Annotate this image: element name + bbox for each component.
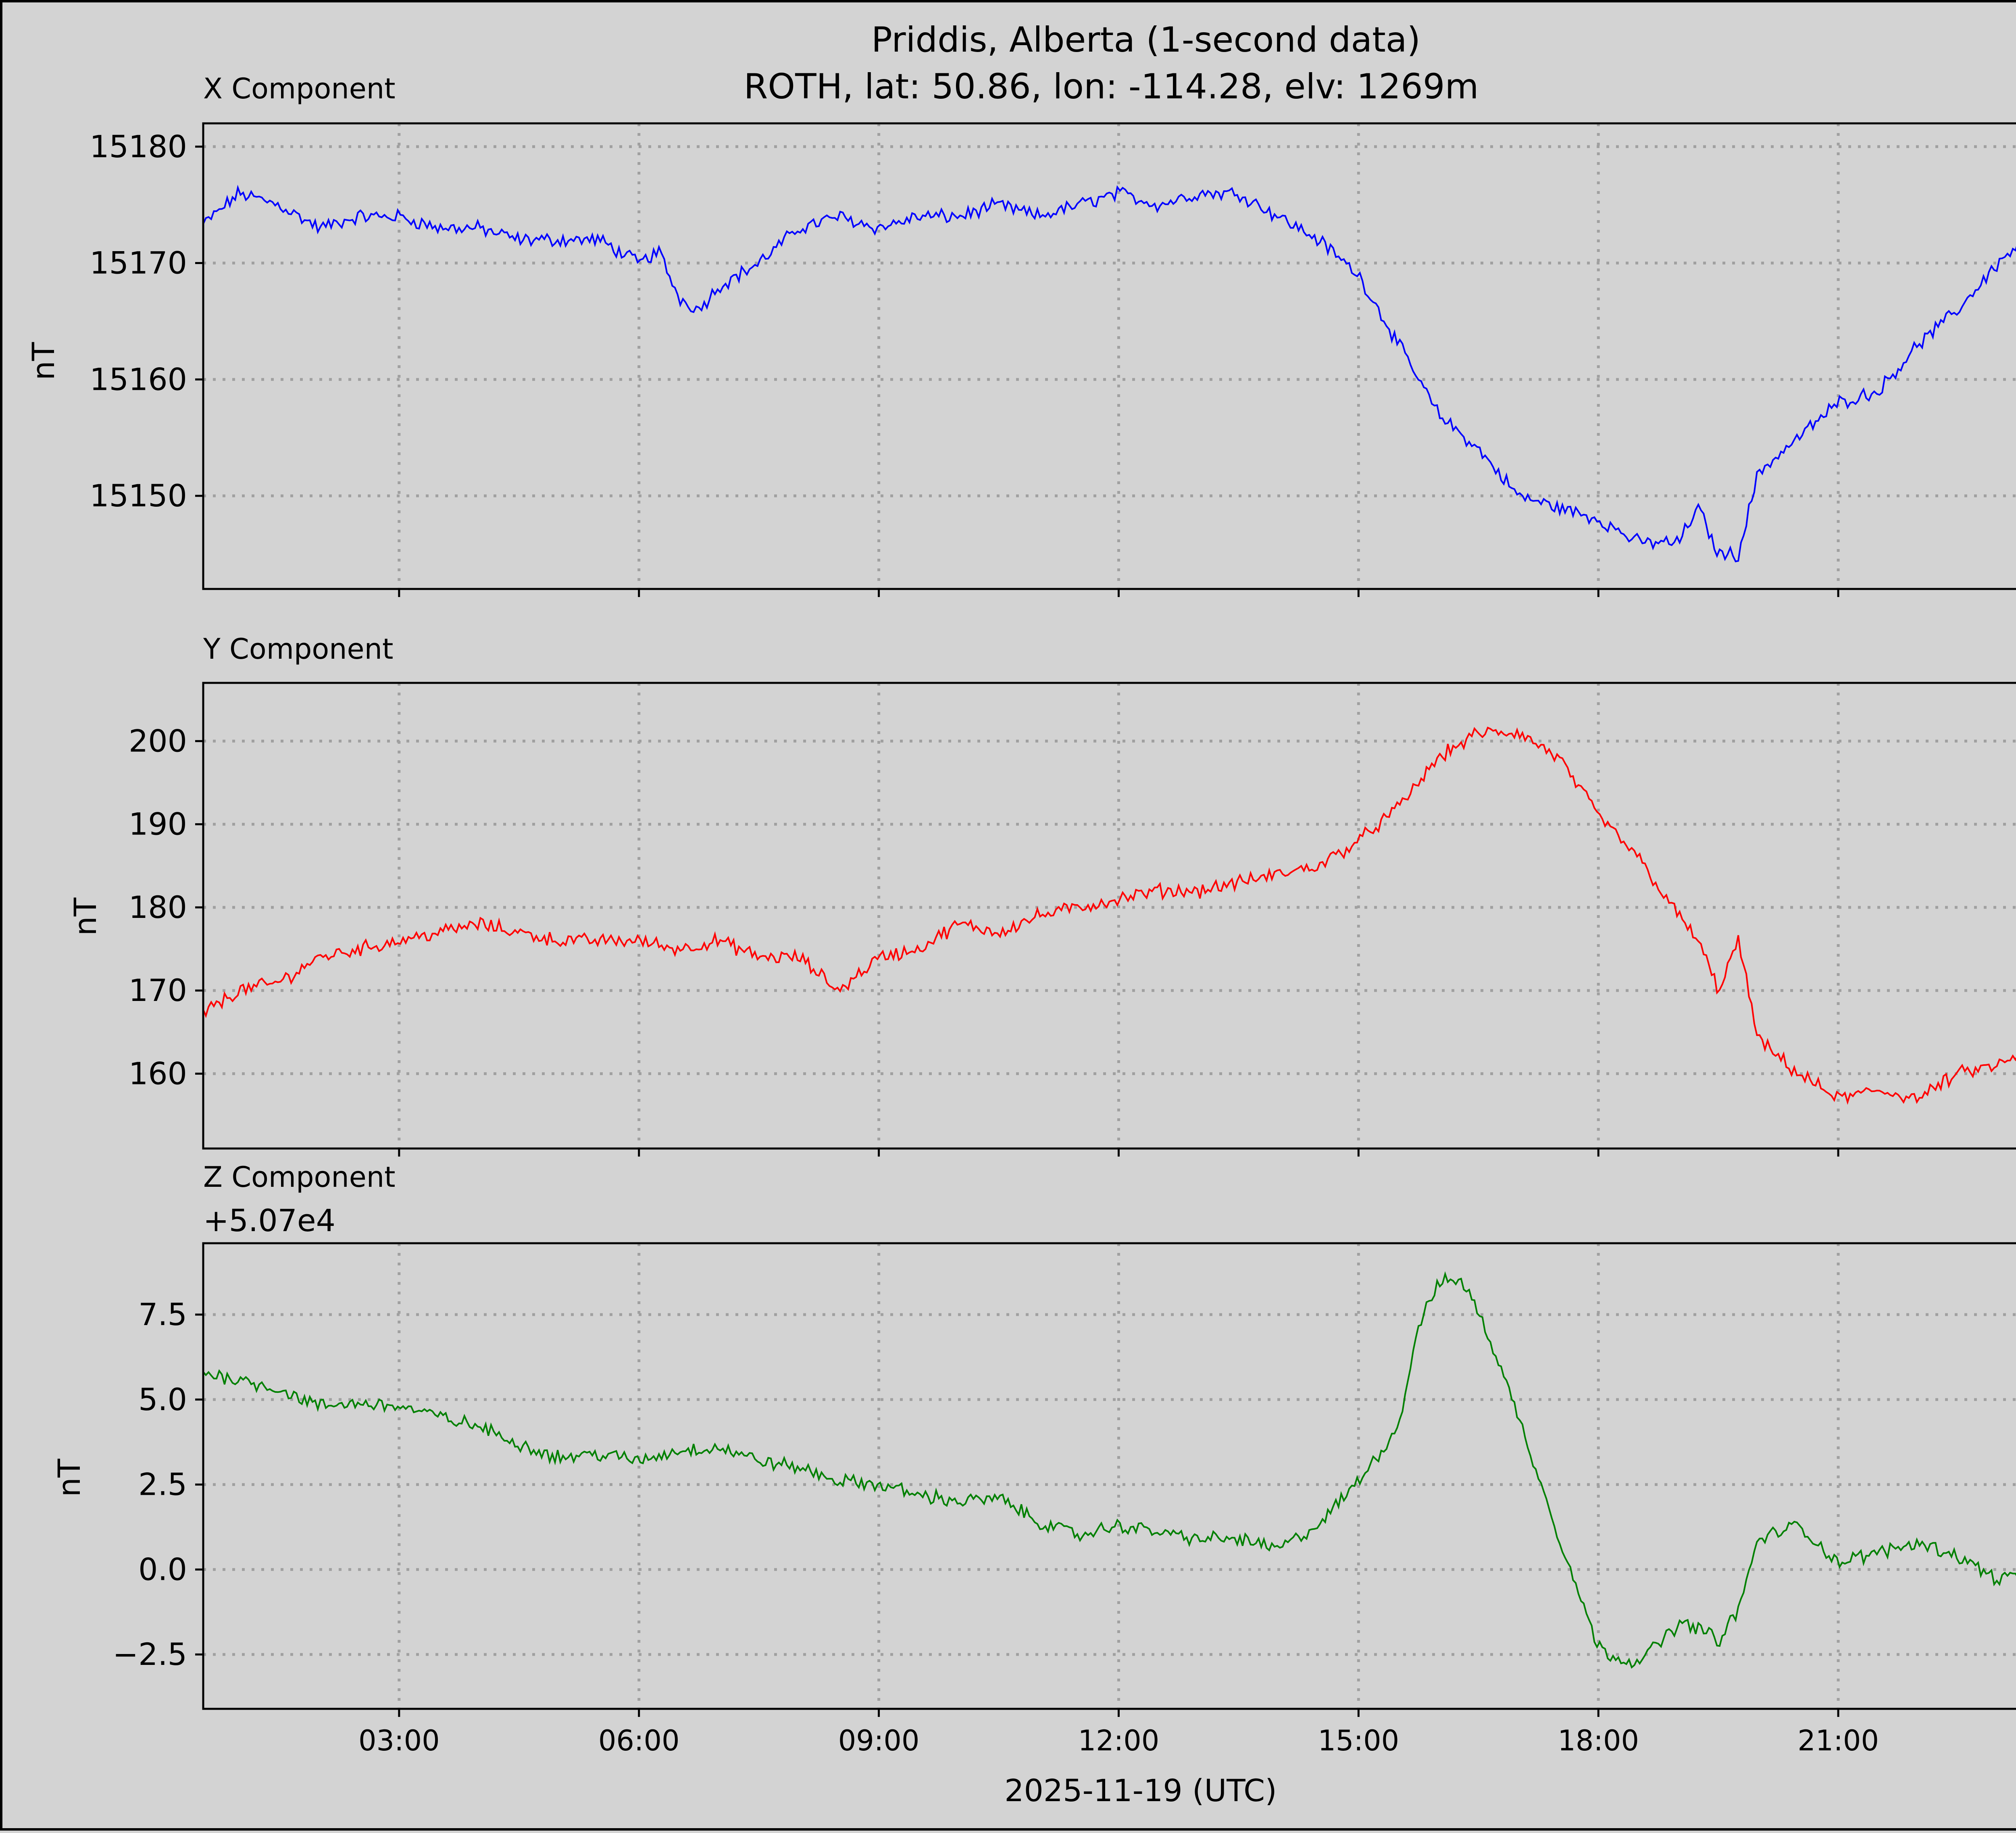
y-tick-label: −2.5	[112, 1636, 187, 1672]
x-axis-label: 2025-11-19 (UTC)	[1004, 1773, 1277, 1808]
x-tick-label: 15:00	[1318, 1724, 1399, 1757]
z-component-axes-frame	[202, 1242, 2016, 1710]
y-tick-label: 7.5	[138, 1296, 187, 1332]
x-tick-label: 21:00	[1797, 1724, 1879, 1757]
y-component-panel: Y Component nT 160 170 180 190 200	[67, 632, 2016, 1157]
x-axis-tick-labels: 03:00 06:00 09:00 12:00 15:00 18:00 21:00	[358, 1724, 1879, 1757]
y-tick-label: 160	[129, 1055, 187, 1091]
x-tick-label: 09:00	[838, 1724, 920, 1757]
z-component-yticks: −2.5 0.0 2.5 5.0 7.5	[112, 1296, 203, 1672]
z-component-xticks	[398, 1709, 1839, 1717]
x-component-panel: X Component nT 15150 15160 15170 15180	[25, 72, 2016, 597]
y-tick-label: 180	[129, 889, 187, 925]
x-component-xticks	[398, 589, 1839, 597]
chart-title-line1: Priddis, Alberta (1-second data)	[871, 20, 1420, 60]
z-component-title: Z Component	[203, 1161, 396, 1194]
x-tick-label: 18:00	[1558, 1724, 1639, 1757]
x-component-title: X Component	[203, 72, 396, 105]
y-tick-label: 15170	[90, 245, 187, 281]
y-tick-label: 15180	[90, 129, 187, 164]
y-tick-label: 170	[129, 972, 187, 1008]
y-component-ylabel: nT	[67, 897, 103, 936]
y-tick-label: 190	[129, 806, 187, 842]
x-tick-label: 06:00	[598, 1724, 680, 1757]
y-tick-label: 200	[129, 723, 187, 759]
y-tick-label: 0.0	[138, 1551, 187, 1587]
y-tick-label: 15150	[90, 478, 187, 514]
y-component-axes-frame	[202, 682, 2016, 1150]
x-component-yticks: 15150 15160 15170 15180	[90, 129, 203, 514]
y-tick-label: 5.0	[138, 1382, 187, 1417]
chart-title-line2: ROTH, lat: 50.86, lon: -114.28, elv: 126…	[744, 67, 1479, 107]
x-component-grid	[203, 123, 2016, 589]
x-tick-label: 03:00	[358, 1724, 440, 1757]
y-component-grid	[203, 683, 2016, 1148]
x-component-series-line	[202, 185, 2016, 562]
y-component-xticks	[398, 1148, 1839, 1157]
z-component-grid	[203, 1243, 2016, 1709]
z-component-offset-label: +5.07e4	[203, 1203, 335, 1238]
x-component-axes-frame	[202, 122, 2016, 590]
z-component-series-line	[202, 1271, 2016, 1669]
z-component-panel: Z Component +5.07e4 nT −2.50.02.55.07.5 …	[51, 1161, 2016, 1757]
y-tick-label: 2.5	[138, 1467, 187, 1502]
x-component-ylabel: nT	[25, 342, 61, 380]
y-component-series-line	[202, 726, 2016, 1105]
y-component-yticks: 160 170 180 190 200	[129, 723, 203, 1091]
z-component-ylabel: nT	[51, 1458, 87, 1497]
x-tick-label: 12:00	[1078, 1724, 1160, 1757]
y-tick-label: 15160	[90, 361, 187, 397]
y-component-title: Y Component	[203, 632, 393, 666]
